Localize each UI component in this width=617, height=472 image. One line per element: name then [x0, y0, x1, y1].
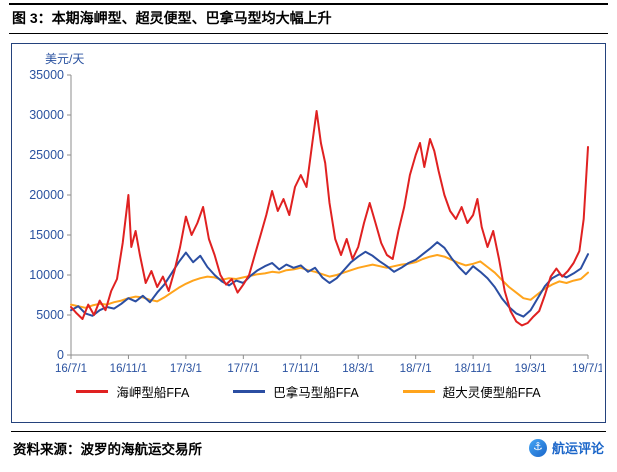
footer-row: 资料来源：波罗的海航运交易所 ⚓ 航运评论: [11, 430, 606, 462]
y-axis-unit-label: 美元/天: [45, 51, 85, 66]
legend-item-capesize: 海岬型船FFA: [76, 382, 189, 401]
panamax-line-swatch: [233, 389, 266, 393]
svg-text:18/3/1: 18/3/1: [342, 363, 374, 375]
svg-text:16/11/1: 16/11/1: [110, 363, 148, 375]
legend-label-supramax: 超大灵便型船FFA: [442, 385, 541, 400]
legend-item-supramax: 超大灵便型船FFA: [402, 382, 541, 401]
line-chart: 0 5000 10000 15000 20000 25000 30000 35000 16/7/…: [29, 68, 602, 375]
svg-text:15000: 15000: [29, 228, 64, 242]
figure-title: 图 3：本期海岬型、超灵便型、巴拿马型均大幅上升: [9, 3, 608, 34]
chart-legend: 海岬型船FFA 巴拿马型船FFA 超大灵便型船FFA: [17, 382, 600, 401]
shipping-commentary-logo-icon: ⚓: [528, 438, 547, 457]
legend-label-panamax: 巴拿马型船FFA: [273, 385, 359, 400]
legend-label-capesize: 海岬型船FFA: [116, 385, 190, 400]
svg-text:18/7/1: 18/7/1: [400, 363, 432, 375]
svg-text:19/7/1: 19/7/1: [572, 363, 602, 375]
svg-text:35000: 35000: [29, 68, 64, 82]
svg-text:17/11/1: 17/11/1: [282, 363, 320, 375]
chart-frame: 美元/天 0 5000 10000 15000 20000 25000 30000 35000…: [11, 42, 606, 423]
svg-text:17/7/1: 17/7/1: [227, 363, 259, 375]
svg-text:10000: 10000: [29, 268, 64, 282]
svg-text:16/7/1: 16/7/1: [55, 363, 87, 375]
legend-item-panamax: 巴拿马型船FFA: [233, 382, 359, 401]
svg-text:5000: 5000: [36, 308, 64, 322]
source-text: 资料来源：波罗的海航运交易所: [13, 441, 202, 457]
svg-text:25000: 25000: [29, 148, 64, 162]
capesize-line-swatch: [76, 389, 109, 393]
svg-text:17/3/1: 17/3/1: [170, 363, 202, 375]
watermark-label: 航运评论: [551, 441, 604, 457]
svg-text:19/3/1: 19/3/1: [515, 363, 547, 375]
svg-text:18/11/1: 18/11/1: [454, 363, 492, 375]
svg-text:0: 0: [57, 348, 64, 362]
svg-text:20000: 20000: [29, 188, 64, 202]
svg-text:30000: 30000: [29, 108, 64, 122]
watermark: ⚓ 航运评论: [528, 438, 604, 457]
supramax-line-swatch: [402, 389, 435, 393]
